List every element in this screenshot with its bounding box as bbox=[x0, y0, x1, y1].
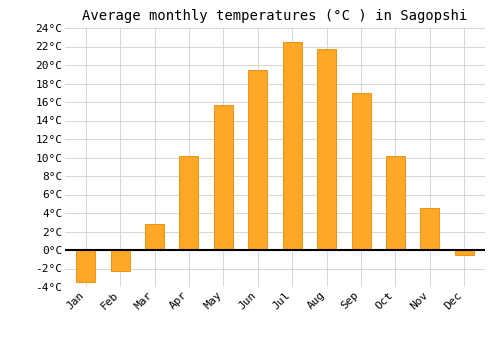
Bar bbox=[110, 250, 130, 271]
Bar bbox=[352, 93, 370, 250]
Bar bbox=[386, 156, 405, 250]
Bar bbox=[248, 70, 268, 250]
Bar bbox=[420, 208, 440, 250]
Bar bbox=[282, 42, 302, 250]
Bar bbox=[455, 250, 474, 255]
Bar bbox=[76, 250, 95, 282]
Bar bbox=[214, 105, 233, 250]
Bar bbox=[145, 224, 164, 250]
Bar bbox=[317, 49, 336, 250]
Title: Average monthly temperatures (°C ) in Sagopshi: Average monthly temperatures (°C ) in Sa… bbox=[82, 9, 468, 23]
Bar bbox=[180, 156, 199, 250]
